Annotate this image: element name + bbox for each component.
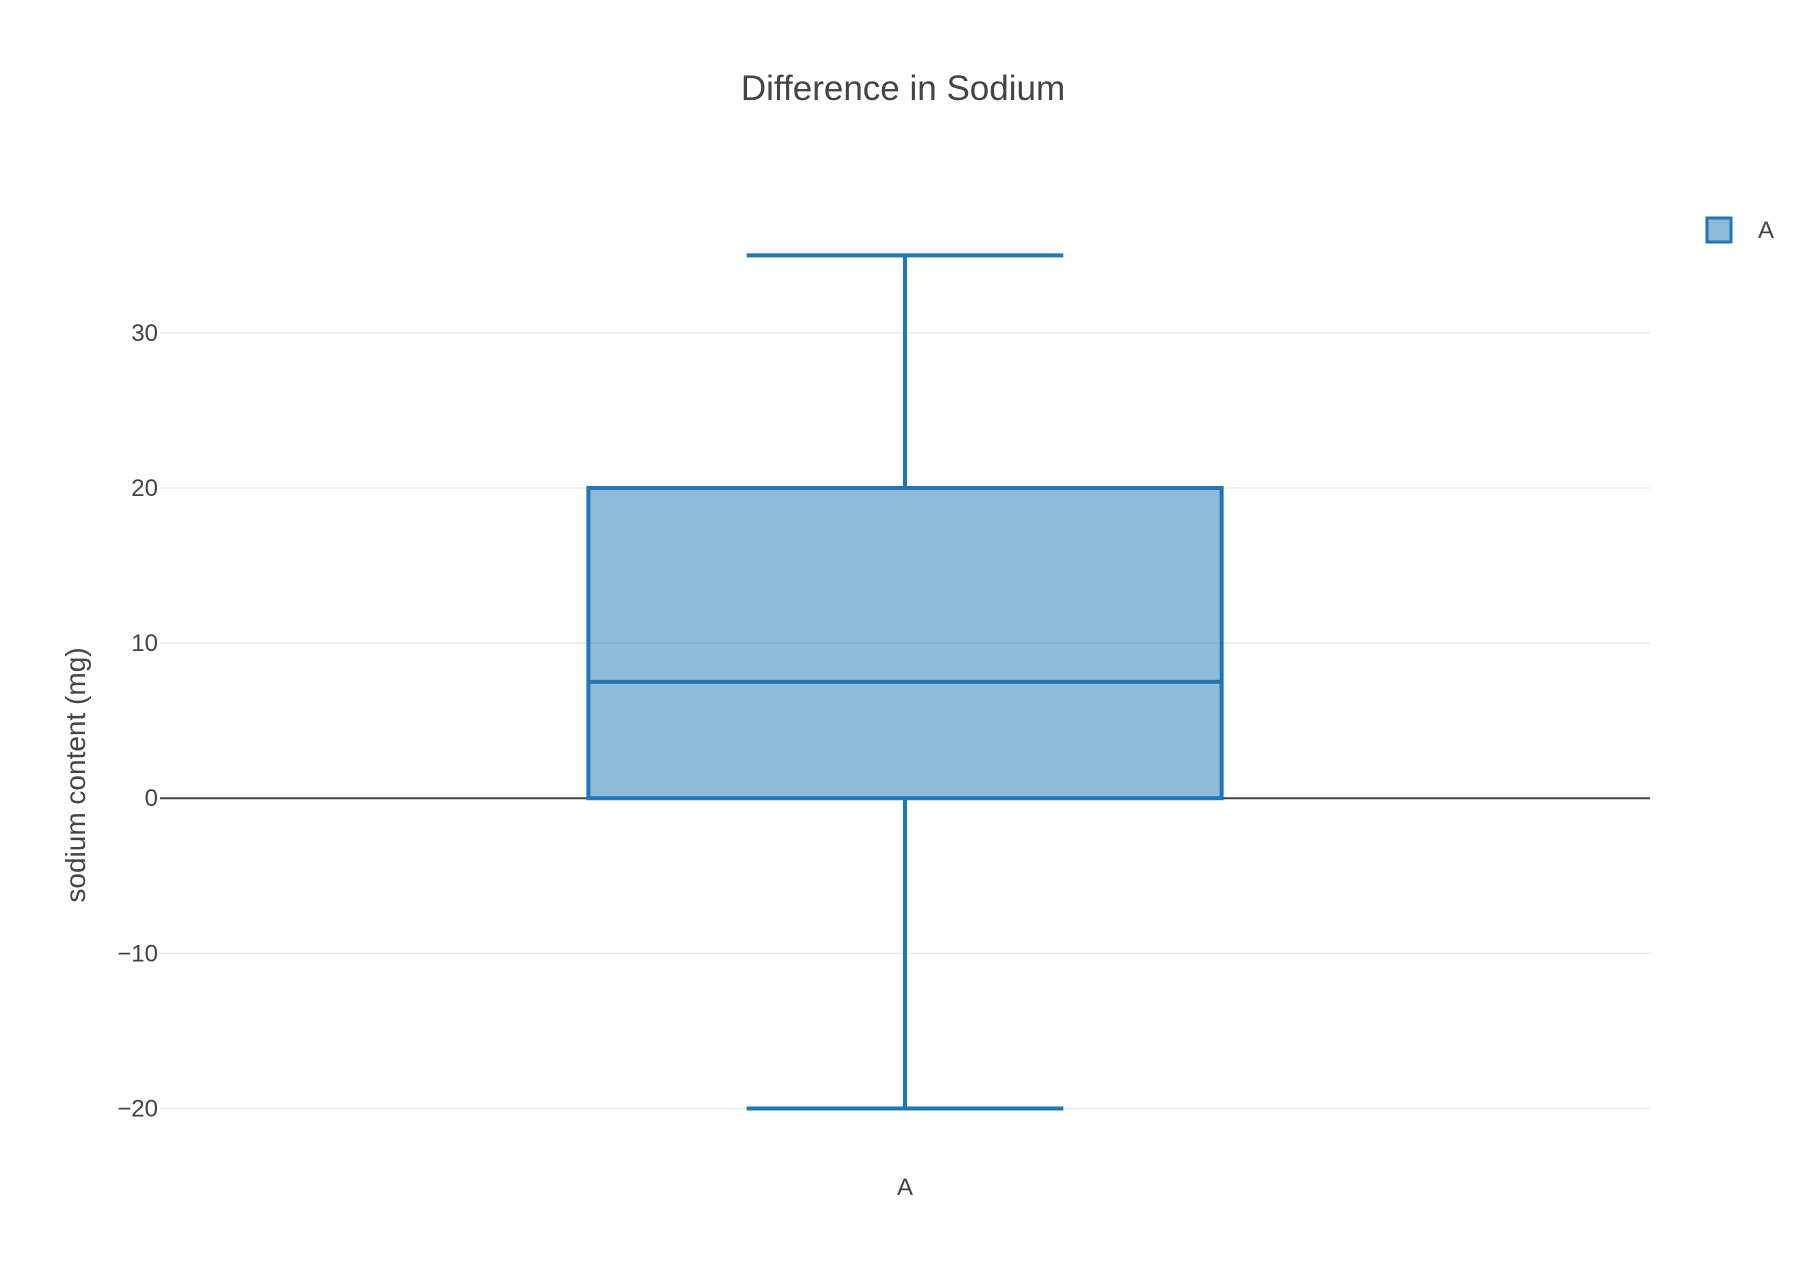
box-trace <box>586 253 1224 1111</box>
interquartile-box[interactable] <box>586 485 1224 801</box>
x-tick-labels: A <box>897 1174 913 1201</box>
y-tick-label: −20 <box>117 1095 158 1122</box>
box-traces <box>586 253 1224 1111</box>
legend[interactable]: A <box>1705 216 1774 244</box>
x-tick-label: A <box>897 1174 913 1201</box>
y-axis-title: sodium content (mg) <box>60 647 91 902</box>
chart-title: Difference in Sodium <box>741 69 1065 108</box>
legend-swatch <box>1705 216 1733 244</box>
y-tick-label: 0 <box>145 785 158 812</box>
y-tick-labels: −20 −10 0 10 20 30 <box>117 320 158 1123</box>
y-tick-label: 20 <box>131 475 158 502</box>
y-tick-label: −10 <box>117 940 158 967</box>
legend-item[interactable]: A <box>1705 216 1774 244</box>
y-tick-label: 10 <box>131 630 158 657</box>
y-tick-label: 30 <box>131 320 158 347</box>
legend-label: A <box>1758 217 1774 244</box>
